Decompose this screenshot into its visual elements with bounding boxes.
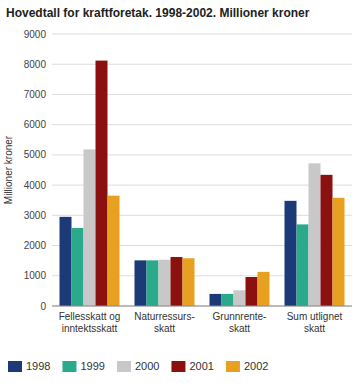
bar <box>285 201 297 306</box>
bar <box>210 294 222 306</box>
legend-swatch <box>226 361 240 372</box>
bar <box>84 149 96 306</box>
bar <box>159 260 171 306</box>
y-tick-label: 1000 <box>24 270 47 281</box>
bar <box>96 61 108 306</box>
bar <box>183 258 195 306</box>
y-tick-label: 9000 <box>24 29 47 40</box>
legend-label: 2002 <box>244 360 268 372</box>
bar <box>171 257 183 306</box>
x-tick-label: Sum utlignetskatt <box>287 311 343 334</box>
bar <box>135 260 147 306</box>
x-axis-line <box>52 306 352 307</box>
y-tick-label: 2000 <box>24 240 47 251</box>
x-tick-label: Naturressurs-skatt <box>134 311 195 334</box>
y-tick-label: 8000 <box>24 59 47 70</box>
title: Hovedtall for kraftforetak. 1998-2002. M… <box>6 6 310 20</box>
y-tick-label: 0 <box>40 301 46 312</box>
y-tick-label: 5000 <box>24 149 47 160</box>
legend-label: 1998 <box>26 360 50 372</box>
bars <box>60 61 345 306</box>
bar <box>222 294 234 306</box>
legend: 1998 1999 2000 2001 2002 <box>8 360 268 372</box>
chart: Hovedtall for kraftforetak. 1998-2002. M… <box>0 0 361 386</box>
bar <box>321 175 333 306</box>
grid-line <box>52 34 352 35</box>
bar <box>108 196 120 306</box>
y-tick-label: 3000 <box>24 210 47 221</box>
x-tick-label: Grunnrente-skatt <box>213 311 267 334</box>
bar <box>258 272 270 306</box>
legend-label: 1999 <box>80 360 104 372</box>
bar <box>246 277 258 306</box>
bar <box>297 224 309 306</box>
legend-swatch <box>117 361 131 372</box>
y-tick-label: 4000 <box>24 180 47 191</box>
legend-label: 2001 <box>189 360 213 372</box>
grid-line <box>52 306 352 307</box>
bar <box>72 228 84 306</box>
y-tick-label: 6000 <box>24 119 47 130</box>
bar <box>234 290 246 306</box>
bar <box>147 260 159 306</box>
y-tick-label: 7000 <box>24 89 47 100</box>
grid <box>52 34 352 306</box>
legend-swatch <box>171 361 185 372</box>
legend-swatch <box>62 361 76 372</box>
bar <box>309 163 321 306</box>
x-tick-label: Fellesskatt oginntektsskatt <box>59 311 121 334</box>
bar <box>60 217 72 306</box>
legend-label: 2000 <box>135 360 159 372</box>
y-axis-label: Millioner kroner <box>3 135 14 204</box>
background <box>0 0 361 386</box>
bar <box>333 198 345 306</box>
legend-swatch <box>8 361 22 372</box>
